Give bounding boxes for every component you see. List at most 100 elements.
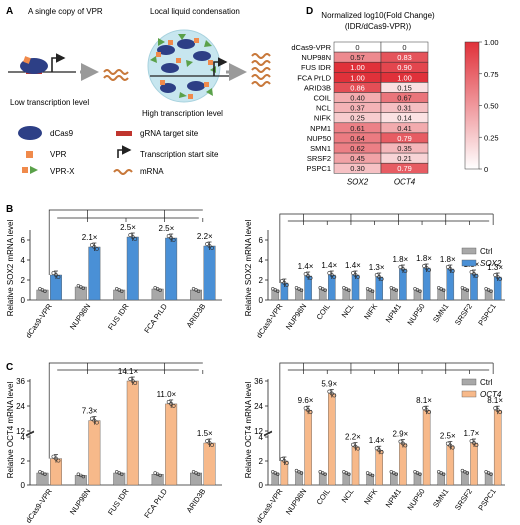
- y-tick-label: 2: [259, 457, 264, 466]
- replicate-point: [158, 288, 162, 292]
- axis-break-icon: [263, 430, 273, 437]
- replicate-point: [43, 472, 47, 476]
- replicate-point: [81, 474, 86, 479]
- replicate-point: [472, 272, 476, 276]
- heatmap-cell-value: 0.37: [350, 104, 365, 113]
- replicate-point: [133, 237, 138, 241]
- replicate-point: [351, 271, 355, 275]
- replicate-point: [489, 289, 493, 293]
- replicate-point: [379, 450, 384, 455]
- replicate-point: [347, 472, 351, 476]
- heatmap-cell-value: 0.64: [350, 134, 365, 143]
- ctrl-bar: [342, 288, 351, 301]
- ctrl-bar: [484, 289, 493, 301]
- replicate-point: [401, 441, 405, 446]
- heatmap-row-label: FCA PrLD: [297, 73, 331, 82]
- legend-ctrl-swatch: [461, 247, 477, 255]
- y-tick-label: 2: [259, 276, 264, 285]
- y-tick-label: 24: [254, 402, 263, 411]
- colorbar: 1.00 0.75 0.50 0.25 0: [464, 38, 499, 174]
- replicate-point: [424, 266, 429, 270]
- replicate-point: [323, 288, 327, 292]
- legend-treatment-label: OCT4: [480, 390, 502, 399]
- replicate-point: [276, 289, 280, 293]
- replicate-point: [94, 247, 99, 251]
- replicate-point: [493, 273, 498, 277]
- replicate-point: [422, 264, 427, 268]
- colorbar-tick-label: 0.25: [484, 133, 499, 142]
- replicate-point: [356, 446, 360, 451]
- replicate-point: [489, 472, 493, 476]
- ctrl-bar: [190, 472, 202, 486]
- significance-bracket: [48, 209, 203, 275]
- ctrl-bar: [484, 472, 493, 486]
- fold-change-label: 2.5×: [120, 223, 136, 232]
- replicate-point: [403, 443, 408, 448]
- ctrl-bar: [271, 289, 280, 301]
- ctrl-bar: [366, 474, 374, 486]
- replicate-point: [472, 441, 476, 445]
- replicate-point: [493, 406, 498, 411]
- replicate-point: [56, 458, 61, 463]
- ctrl-bar: [318, 288, 327, 301]
- heatmap-cell-value: 0.40: [350, 94, 365, 103]
- fold-change-label: 1.5×: [197, 429, 213, 438]
- replicate-point: [89, 416, 94, 421]
- replicate-point: [401, 267, 405, 271]
- replicate-point: [329, 391, 334, 396]
- fold-change-label: 1.4×: [298, 262, 314, 271]
- replicate-point: [448, 443, 453, 448]
- replicate-point: [445, 441, 450, 446]
- category-label: dCas9-VPR: [254, 302, 284, 340]
- heatmap-column-label: SOX2: [347, 177, 369, 186]
- legend-dcas9-label: dCas9: [50, 129, 74, 138]
- replicate-point: [495, 275, 500, 279]
- replicate-point: [130, 235, 135, 239]
- replicate-point: [282, 459, 287, 463]
- replicate-point: [474, 443, 479, 447]
- fold-change-label: 1.3×: [369, 263, 385, 272]
- category-label: NPM1: [384, 487, 403, 509]
- colorbar-tick-label: 0.75: [484, 70, 499, 79]
- fold-change-label: 2.1×: [82, 233, 98, 242]
- y-tick-label: 2: [21, 276, 26, 285]
- ctrl-bar: [36, 289, 49, 301]
- replicate-point: [205, 242, 209, 246]
- fold-change-label: 5.9×: [321, 380, 337, 389]
- replicate-point: [51, 271, 56, 275]
- category-label: NIFK: [362, 487, 379, 506]
- heatmap-cell-value: 0.25: [350, 114, 365, 123]
- replicate-point: [285, 461, 289, 465]
- heatmap-cell-value: 0.35: [397, 144, 412, 153]
- ctrl-bar: [271, 472, 280, 486]
- treatment-bar: [203, 245, 216, 301]
- fold-change-label: 1.8×: [392, 255, 408, 264]
- ctrl-bar: [461, 288, 469, 301]
- axis-break-icon: [25, 430, 35, 437]
- heatmap-row-label: PSPC1: [306, 164, 331, 173]
- tss-arrow-icon: [51, 53, 66, 72]
- legend-treatment-swatch: [461, 390, 477, 398]
- category-label: dCas9-VPR: [24, 487, 54, 525]
- ctrl-bar: [36, 472, 49, 486]
- ctrl-bar: [366, 289, 374, 301]
- category-label: ARID3B: [185, 487, 208, 514]
- treatment-bar: [203, 442, 216, 486]
- replicate-point: [92, 245, 97, 249]
- legend-dcas9-icon: [18, 126, 42, 140]
- heatmap-cell-value: 0.21: [397, 154, 412, 163]
- heatmap-row-label: FUS IDR: [301, 63, 332, 72]
- ctrl-bar: [342, 472, 351, 486]
- replicate-point: [441, 472, 446, 476]
- replicate-point: [498, 277, 503, 281]
- category-label: SRSF2: [453, 487, 474, 512]
- replicate-point: [327, 389, 332, 394]
- replicate-point: [398, 265, 403, 269]
- fold-change-label: 1.8×: [440, 255, 456, 264]
- panel-a: A A single copy of VPR Local liquid cond…: [6, 6, 271, 176]
- replicate-point: [171, 404, 176, 408]
- replicate-point: [205, 439, 209, 443]
- category-label: dCas9-VPR: [24, 302, 54, 340]
- category-label: FCA PrLD: [142, 487, 169, 520]
